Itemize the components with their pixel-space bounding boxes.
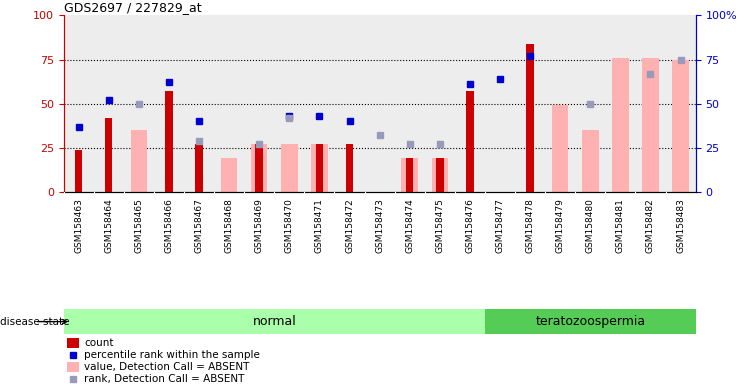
Bar bbox=[184, 15, 214, 192]
Bar bbox=[364, 15, 395, 192]
Text: GSM158468: GSM158468 bbox=[224, 198, 233, 253]
Bar bbox=[455, 15, 485, 192]
Bar bbox=[256, 144, 263, 192]
Text: GSM158473: GSM158473 bbox=[375, 198, 384, 253]
Text: GSM158483: GSM158483 bbox=[676, 198, 685, 253]
Bar bbox=[575, 15, 605, 192]
Bar bbox=[154, 15, 184, 192]
Bar bbox=[94, 15, 123, 192]
Bar bbox=[131, 130, 147, 192]
Text: GSM158475: GSM158475 bbox=[435, 198, 444, 253]
Bar bbox=[67, 362, 79, 372]
Bar bbox=[527, 44, 534, 192]
Text: value, Detection Call = ABSENT: value, Detection Call = ABSENT bbox=[85, 362, 250, 372]
Bar bbox=[195, 144, 203, 192]
Bar bbox=[346, 144, 353, 192]
Bar bbox=[515, 15, 545, 192]
Bar bbox=[275, 15, 304, 192]
Text: GSM158467: GSM158467 bbox=[194, 198, 203, 253]
Text: GSM158472: GSM158472 bbox=[345, 198, 354, 253]
Bar bbox=[311, 144, 328, 192]
Text: GSM158482: GSM158482 bbox=[646, 198, 655, 253]
Bar bbox=[221, 159, 237, 192]
Text: GSM158480: GSM158480 bbox=[586, 198, 595, 253]
Bar bbox=[244, 15, 275, 192]
Text: percentile rank within the sample: percentile rank within the sample bbox=[85, 350, 260, 360]
Bar bbox=[552, 106, 568, 192]
Bar bbox=[67, 338, 79, 348]
Bar bbox=[402, 159, 418, 192]
Bar bbox=[64, 15, 94, 192]
Bar bbox=[636, 15, 666, 192]
Bar bbox=[75, 150, 82, 192]
Bar bbox=[214, 15, 244, 192]
Text: GSM158471: GSM158471 bbox=[315, 198, 324, 253]
Bar bbox=[605, 15, 636, 192]
Text: GSM158481: GSM158481 bbox=[616, 198, 625, 253]
Text: GSM158463: GSM158463 bbox=[74, 198, 83, 253]
Text: GSM158465: GSM158465 bbox=[135, 198, 144, 253]
Text: GSM158478: GSM158478 bbox=[526, 198, 535, 253]
Text: normal: normal bbox=[252, 315, 296, 328]
Text: rank, Detection Call = ABSENT: rank, Detection Call = ABSENT bbox=[85, 374, 245, 384]
Text: GSM158477: GSM158477 bbox=[495, 198, 504, 253]
Text: count: count bbox=[85, 338, 114, 348]
Bar bbox=[334, 15, 364, 192]
Bar bbox=[425, 15, 455, 192]
Bar bbox=[251, 144, 268, 192]
Bar bbox=[643, 58, 659, 192]
Bar bbox=[105, 118, 112, 192]
Text: GSM158469: GSM158469 bbox=[255, 198, 264, 253]
Text: GSM158470: GSM158470 bbox=[285, 198, 294, 253]
Bar bbox=[123, 15, 154, 192]
Text: GSM158466: GSM158466 bbox=[165, 198, 174, 253]
Text: GSM158464: GSM158464 bbox=[104, 198, 113, 253]
Bar bbox=[64, 309, 485, 334]
Bar bbox=[436, 159, 444, 192]
Text: teratozoospermia: teratozoospermia bbox=[536, 315, 646, 328]
Bar bbox=[395, 15, 425, 192]
Bar bbox=[485, 15, 515, 192]
Bar bbox=[165, 91, 173, 192]
Bar bbox=[316, 144, 323, 192]
Bar bbox=[466, 91, 473, 192]
Bar bbox=[672, 60, 689, 192]
Text: GSM158479: GSM158479 bbox=[556, 198, 565, 253]
Text: disease state: disease state bbox=[0, 316, 70, 327]
Bar bbox=[304, 15, 334, 192]
Bar bbox=[612, 58, 628, 192]
Bar bbox=[666, 15, 696, 192]
Bar bbox=[432, 159, 448, 192]
Bar bbox=[406, 159, 414, 192]
Text: GSM158474: GSM158474 bbox=[405, 198, 414, 253]
Bar bbox=[545, 15, 575, 192]
Bar bbox=[582, 130, 598, 192]
Bar bbox=[485, 309, 696, 334]
Text: GSM158476: GSM158476 bbox=[465, 198, 474, 253]
Bar bbox=[281, 144, 298, 192]
Text: GDS2697 / 227829_at: GDS2697 / 227829_at bbox=[64, 1, 201, 14]
